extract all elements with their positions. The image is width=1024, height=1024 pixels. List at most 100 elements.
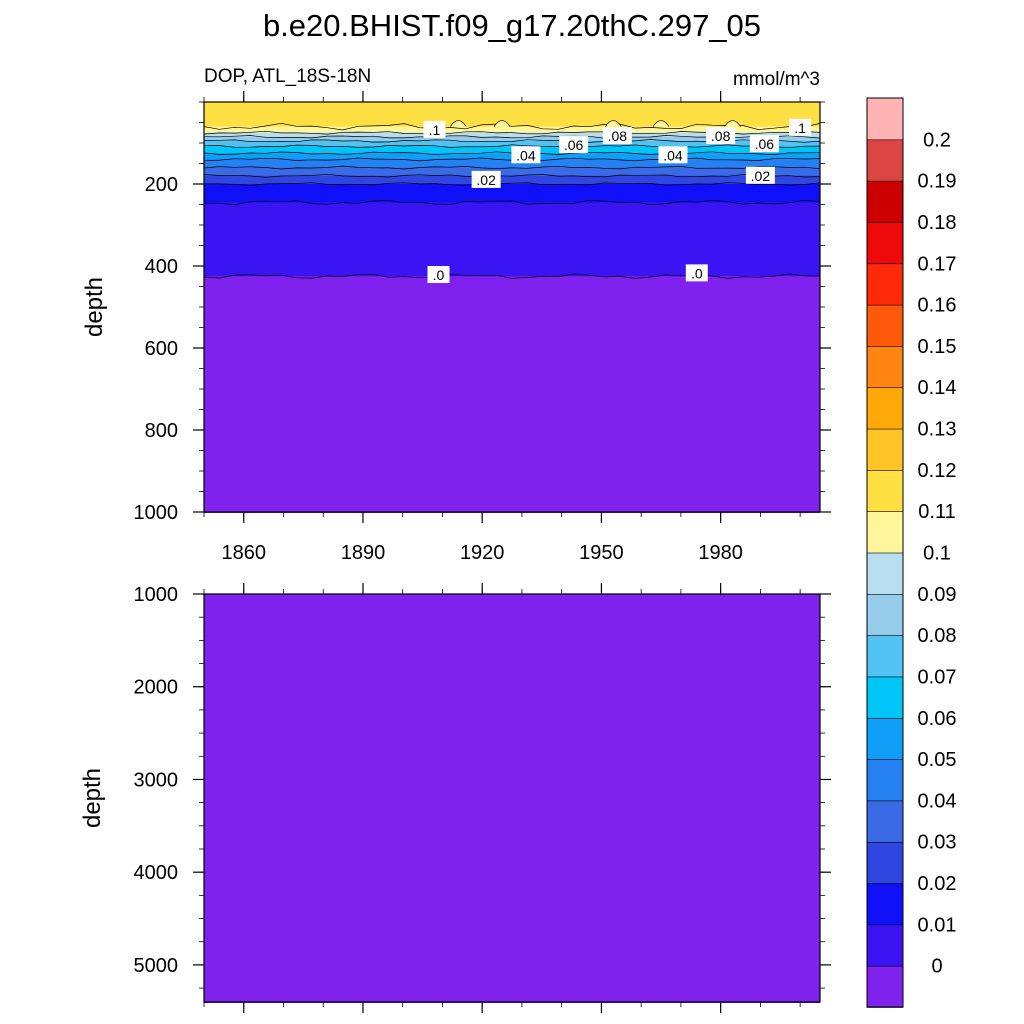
- contour-line-9: [203, 182, 821, 186]
- contour-label-bg-4: [559, 136, 589, 154]
- colorbar-frame: [866, 97, 904, 1008]
- y-tick-label-0-3: 800: [145, 420, 178, 442]
- subtitle-left: DOP, ATL_18S-18N: [204, 66, 371, 87]
- colorbar-box-11: [866, 510, 904, 554]
- colorbar-box-3: [866, 841, 904, 884]
- contour-label-bg-7: [658, 146, 688, 164]
- contour-label-bg-6: [511, 146, 541, 164]
- colorbar-box-15: [866, 345, 904, 389]
- contour-label-9: .02: [751, 168, 771, 184]
- y-tick-label-0-0: 200: [145, 174, 178, 196]
- colorbar-label-16: 0.16: [918, 295, 957, 317]
- y-tick-label-1-4: 5000: [134, 955, 179, 977]
- colorbar-label-0: 0: [931, 956, 942, 978]
- colorbar-label-9: 0.09: [918, 584, 957, 606]
- colorbar-label-2: 0.02: [918, 873, 957, 895]
- colorbar-box-7: [866, 676, 904, 719]
- colorbar-box-13: [866, 428, 904, 471]
- depth-layer-0-11: [204, 202, 820, 278]
- colorbar-label-3: 0.03: [918, 832, 957, 854]
- colorbar-label-18: 0.18: [918, 212, 957, 234]
- contour-label-bg-2: [602, 127, 632, 145]
- colorbar-box-0: [866, 965, 904, 1008]
- contour-label-1: .1: [794, 120, 806, 136]
- colorbar-label-12: 0.12: [918, 460, 957, 482]
- contour-label-bg-10: [427, 266, 450, 284]
- colorbar-box-6: [866, 717, 904, 760]
- colorbar-label-10: 0.1: [923, 543, 951, 565]
- depth-layer-0-4: [204, 140, 820, 148]
- colorbar-box-12: [866, 469, 904, 512]
- contour-line-11: [203, 273, 821, 279]
- surface-bump-1: [493, 120, 511, 127]
- contour-label-3: .08: [711, 128, 731, 144]
- depth-layer-0-9: [204, 175, 820, 185]
- x-tick-label-4: 1980: [698, 542, 743, 564]
- colorbar-box-20: [866, 139, 904, 182]
- colorbar: 0 0.01 0.02 0.03 0.04 0.05 0.06 0.07 0.08 0.09 0.1…: [866, 97, 957, 1008]
- contour-label-10: .0: [433, 267, 445, 283]
- colorbar-box-21: [866, 97, 904, 141]
- colorbar-label-19: 0.19: [918, 171, 957, 193]
- colorbar-label-13: 0.13: [918, 419, 957, 441]
- y-tick-label-0-4: 1000: [134, 502, 179, 524]
- contour-label-bg-8: [471, 170, 501, 188]
- y-tick-label-1-0: 1000: [134, 584, 179, 606]
- colorbar-box-5: [866, 758, 904, 802]
- colorbar-label-4: 0.04: [918, 790, 957, 812]
- y-tick-label-0-1: 400: [145, 256, 178, 278]
- contour-line-10: [203, 199, 821, 206]
- subtitle-units: mmol/m^3: [733, 69, 820, 90]
- x-tick-label-2: 1920: [460, 542, 505, 564]
- y-axis-label-upper: depth: [81, 277, 108, 337]
- contour-label-bg-3: [706, 127, 736, 145]
- colorbar-label-14: 0.14: [918, 377, 957, 399]
- contour-label-6: .04: [516, 147, 536, 163]
- y-tick-label-1-2: 3000: [134, 769, 179, 791]
- contour-label-11: .0: [691, 265, 703, 281]
- contour-line-0: [203, 122, 821, 131]
- colorbar-box-19: [866, 180, 904, 223]
- surface-bump-2: [605, 120, 622, 127]
- colorbar-label-1: 0.01: [918, 914, 957, 936]
- contour-label-bg-11: [685, 264, 708, 282]
- colorbar-box-17: [866, 262, 904, 306]
- surface-bump-3: [652, 120, 670, 127]
- colorbar-label-7: 0.07: [918, 666, 957, 688]
- contour-label-bg-0: [423, 120, 446, 138]
- colorbar-box-4: [866, 800, 904, 843]
- surface-bump-0: [450, 120, 467, 127]
- depth-layer-1-0: [204, 594, 820, 1003]
- colorbar-label-15: 0.15: [918, 336, 957, 358]
- colorbar-label-5: 0.05: [918, 749, 957, 771]
- contour-label-bg-5: [749, 135, 779, 153]
- contour-label-2: .08: [608, 128, 628, 144]
- lower-panel: 1000 2000 3000 4000 5000: [134, 583, 831, 1013]
- contour-label-8: .02: [476, 172, 496, 188]
- contour-label-0: .1: [429, 122, 441, 138]
- upper-panel: .1 .1 .08 .08 .06 .06 .04 .04 .02 .02 .0 .0 200 400 60…: [134, 91, 831, 564]
- colorbar-label-8: 0.08: [918, 625, 957, 647]
- x-tick-label-3: 1950: [579, 542, 624, 564]
- contour-label-5: .06: [755, 136, 775, 152]
- depth-layer-0-0: [204, 102, 820, 128]
- depth-layer-0-10: [204, 184, 820, 204]
- contour-line-4: [203, 144, 821, 149]
- y-tick-label-1-1: 2000: [134, 677, 179, 699]
- contour-label-4: .06: [564, 137, 584, 153]
- contour-line-7: [203, 165, 821, 170]
- colorbar-box-2: [866, 882, 904, 926]
- plot-frame-1: [203, 593, 821, 1003]
- colorbar-box-8: [866, 634, 904, 678]
- depth-layer-0-3: [204, 136, 820, 142]
- contour-label-7: .04: [663, 147, 683, 163]
- depth-layer-0-12: [204, 276, 820, 513]
- depth-layer-0-1: [204, 126, 820, 134]
- colorbar-label-17: 0.17: [918, 253, 957, 275]
- depth-layer-0-7: [204, 159, 820, 169]
- colorbar-label-11: 0.11: [918, 501, 955, 523]
- contour-label-bg-1: [789, 118, 812, 136]
- contour-line-8: [203, 173, 821, 178]
- x-tick-label-0: 1860: [221, 542, 266, 564]
